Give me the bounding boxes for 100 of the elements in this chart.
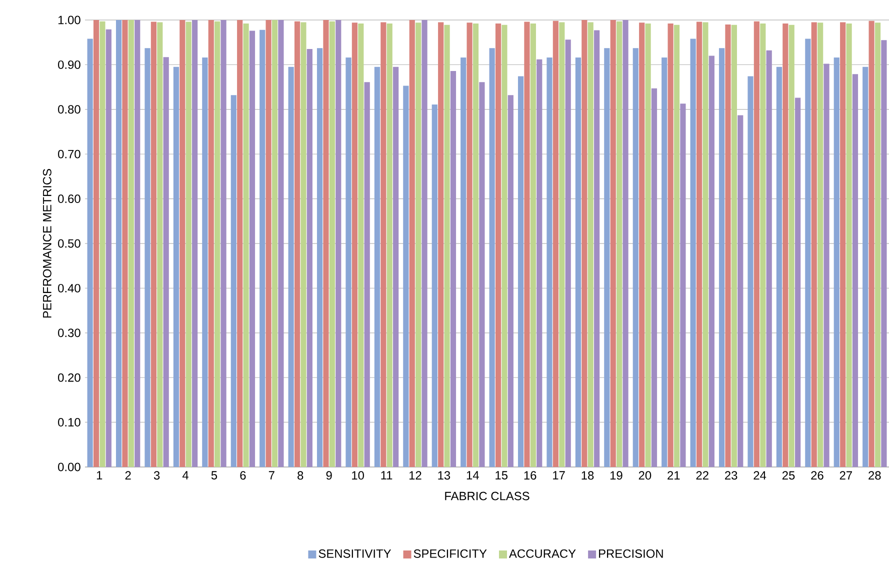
bar — [524, 22, 530, 467]
x-tick-label: 24 — [754, 471, 766, 480]
x-tick-label: 22 — [696, 471, 708, 480]
bar — [645, 24, 651, 467]
bar — [272, 20, 278, 467]
bar — [575, 58, 582, 467]
bar — [416, 22, 422, 467]
bar — [358, 24, 364, 467]
bar — [546, 58, 552, 467]
bar — [243, 24, 249, 467]
bar — [237, 20, 243, 467]
bar — [788, 24, 794, 467]
bar — [805, 38, 811, 467]
bar — [479, 82, 485, 467]
bar — [552, 20, 558, 467]
bar — [834, 58, 840, 467]
bar — [450, 70, 456, 467]
bar — [518, 76, 524, 467]
y-axis-title: PERFROMANCE METRICS — [42, 168, 52, 318]
x-tick-label: 12 — [409, 471, 422, 480]
bar — [536, 59, 542, 467]
bar — [460, 58, 466, 467]
bar — [718, 48, 725, 467]
bar — [316, 48, 323, 467]
bar — [811, 22, 817, 467]
x-tick-label: 26 — [811, 471, 824, 480]
bar — [674, 24, 680, 467]
x-tick-label: 21 — [668, 471, 680, 480]
y-tick-label: 0.20 — [58, 373, 80, 382]
bar — [852, 74, 858, 467]
bar — [438, 22, 444, 467]
bar — [754, 21, 760, 467]
bar — [173, 66, 180, 467]
x-tick-label: 11 — [381, 471, 392, 480]
bar — [662, 58, 668, 467]
bar — [403, 86, 409, 467]
bar — [594, 30, 600, 467]
x-tick-label: 9 — [326, 471, 332, 480]
bar — [738, 115, 744, 467]
bar — [502, 24, 508, 467]
bar — [776, 66, 782, 467]
y-tick-label: 0.70 — [58, 150, 80, 158]
bar — [690, 38, 696, 467]
y-tick-label: 0.00 — [58, 462, 80, 472]
x-tick-label: 23 — [725, 471, 738, 480]
bar — [93, 20, 100, 467]
bar — [192, 20, 198, 467]
x-tick-label: 18 — [582, 471, 594, 480]
bar — [668, 24, 674, 467]
bar — [306, 49, 312, 467]
bar — [696, 22, 702, 467]
bar — [508, 95, 514, 467]
bar — [881, 40, 887, 467]
bar — [489, 48, 495, 467]
bar — [220, 20, 226, 467]
bar — [128, 20, 134, 467]
bar — [260, 30, 266, 467]
bar — [294, 21, 300, 467]
x-tick-label: 28 — [868, 471, 881, 480]
y-tick-label: 0.40 — [58, 284, 80, 292]
y-tick-label: 0.30 — [58, 328, 80, 338]
x-tick-label: 13 — [438, 471, 450, 480]
x-tick-label: 2 — [125, 471, 131, 480]
bar — [87, 38, 93, 467]
bar — [472, 24, 479, 467]
bar — [288, 66, 294, 467]
bar — [766, 50, 772, 467]
x-tick-label: 8 — [298, 471, 304, 480]
bar — [588, 22, 594, 467]
legend-label: PRECISION — [599, 549, 663, 558]
bar — [680, 104, 686, 467]
bar — [364, 82, 370, 467]
x-tick-label: 1 — [96, 471, 102, 480]
bar — [144, 48, 150, 467]
bar — [748, 76, 754, 467]
bar — [818, 22, 824, 467]
legend-label: SPECIFICITY — [414, 549, 487, 558]
bar — [409, 20, 415, 467]
bar — [134, 20, 140, 467]
bar — [186, 22, 192, 467]
bar — [444, 24, 450, 467]
bar — [651, 88, 658, 467]
x-tick-label: 20 — [638, 471, 652, 480]
bar — [352, 22, 358, 467]
y-tick-label: 0.90 — [58, 60, 80, 69]
y-tick-label: 1.00 — [58, 16, 80, 24]
bar — [100, 21, 106, 467]
x-tick-label: 5 — [211, 471, 218, 480]
bar — [702, 22, 708, 467]
x-tick-label: 15 — [496, 471, 508, 480]
bar — [862, 66, 868, 467]
bar — [208, 20, 214, 467]
bar — [230, 95, 236, 467]
bar — [116, 20, 122, 467]
bar — [278, 20, 284, 467]
bar — [323, 20, 329, 467]
bar — [610, 20, 616, 467]
y-tick-label: 0.10 — [58, 418, 80, 427]
legend-label: SENSITIVITY — [318, 549, 392, 558]
bar — [824, 64, 830, 467]
